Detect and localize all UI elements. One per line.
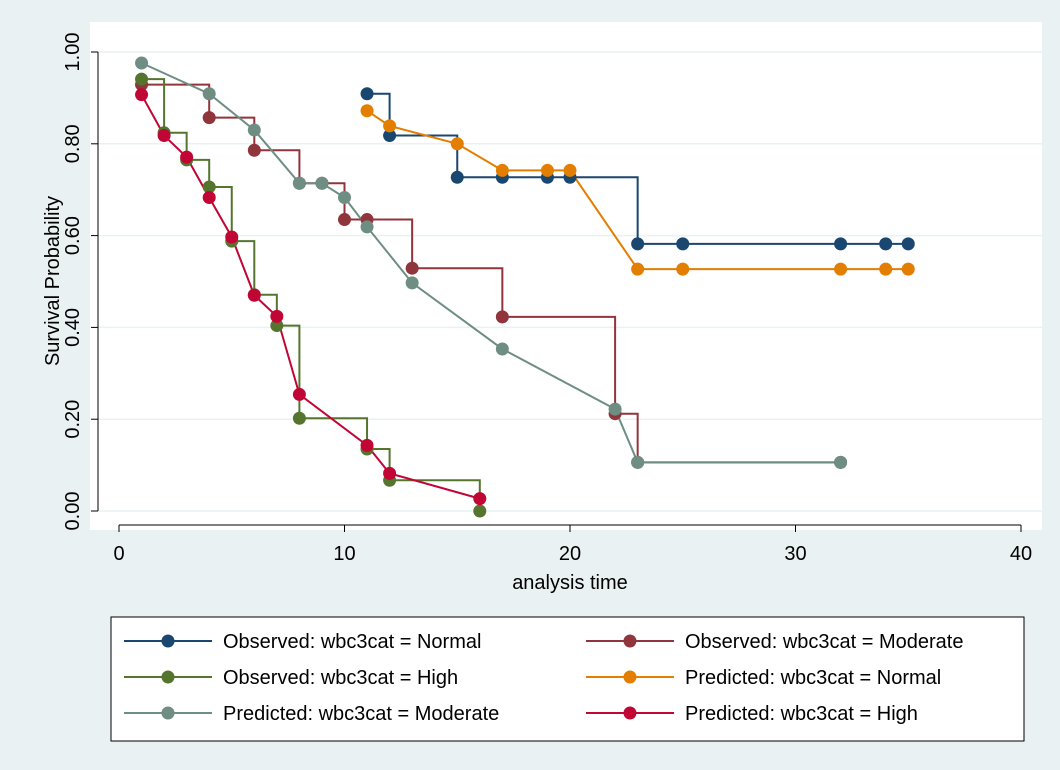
legend-item: Predicted: wbc3cat = Moderate [124,703,499,725]
data-point [135,72,149,86]
data-point [473,492,487,506]
y-tick-label: 0.80 [62,124,84,163]
data-point [338,213,351,227]
data-point [879,262,893,276]
data-point [292,411,306,425]
data-point [540,163,554,177]
data-point [135,88,149,102]
y-ticks: 0.00 0.20 0.40 0.60 0.80 1.00 [62,33,98,531]
legend-item: Observed: wbc3cat = High [124,667,458,689]
y-tick-label: 0.40 [62,308,84,347]
data-point [676,237,690,251]
data-point [225,230,239,244]
legend-label: Predicted: wbc3cat = High [685,703,918,725]
data-point [450,137,464,151]
data-point [292,387,306,401]
data-point [338,191,351,205]
legend-item: Predicted: wbc3cat = Normal [586,667,941,689]
data-point [383,466,397,480]
data-point [901,237,915,251]
legend-label: Observed: wbc3cat = Moderate [685,631,963,653]
data-point [901,262,915,276]
data-point [383,119,397,133]
data-point [202,191,216,205]
legend-item: Predicted: wbc3cat = High [586,703,918,725]
data-point [360,87,374,101]
data-point [631,237,645,251]
data-point [202,87,216,101]
data-point [495,310,509,324]
data-point [135,56,149,70]
data-point [202,180,216,194]
x-tick-label: 0 [113,543,124,565]
data-point [247,288,261,302]
x-tick-label: 20 [559,543,581,565]
legend-swatch-marker [161,634,175,648]
data-point [360,438,374,452]
data-point [450,170,464,184]
legend-label: Observed: wbc3cat = High [223,667,458,689]
legend-box [110,616,1025,742]
legend-swatch-marker [623,670,637,684]
data-point [405,276,419,290]
y-tick-label: 0.00 [62,492,84,531]
legend-item: Observed: wbc3cat = Moderate [586,631,963,653]
data-point [383,129,397,143]
data-point [834,455,848,469]
data-point [157,129,171,143]
data-point [495,342,509,356]
legend-label: Predicted: wbc3cat = Moderate [223,703,499,725]
data-point [360,104,374,118]
y-tick-label: 0.20 [62,400,84,439]
data-point [247,143,261,157]
data-point [676,262,690,276]
data-point [247,123,261,137]
x-tick-label: 30 [784,543,806,565]
series-line-1 [141,83,841,464]
x-tick-label: 10 [333,543,355,565]
legend-label: Predicted: wbc3cat = Normal [685,667,941,689]
data-point [834,237,848,251]
data-point [495,163,509,177]
data-point [631,262,645,276]
y-axis-label: Survival Probability [42,196,64,366]
gridlines [98,51,1042,512]
data-point [315,176,329,190]
y-tick-label: 1.00 [62,33,84,72]
data-point [631,455,645,469]
plot-area [90,22,1042,530]
series-line-0 [367,92,909,245]
legend-swatch-marker [623,706,637,720]
x-ticks: 0 10 20 30 40 [113,525,1032,565]
data-point [563,163,577,177]
data-point [834,262,848,276]
data-point [202,111,216,125]
data-point [473,504,487,518]
legend-swatch-marker [161,670,175,684]
data-point [270,309,284,323]
legend-swatch-marker [623,634,637,648]
x-tick-label: 40 [1010,543,1032,565]
y-tick-label: 0.60 [62,216,84,255]
x-axis-label: analysis time [512,572,628,594]
data-point [405,261,419,275]
legend-swatch-marker [161,706,175,720]
legend-label: Observed: wbc3cat = Normal [223,631,481,653]
series-markers [135,56,915,518]
data-point [270,319,284,333]
data-point [608,402,622,416]
data-point [879,237,893,251]
data-point [292,176,306,190]
legend-item: Observed: wbc3cat = Normal [124,631,481,653]
data-point [180,150,194,164]
legend: Observed: wbc3cat = Normal Observed: wbc3… [124,631,963,725]
data-point [360,220,374,234]
